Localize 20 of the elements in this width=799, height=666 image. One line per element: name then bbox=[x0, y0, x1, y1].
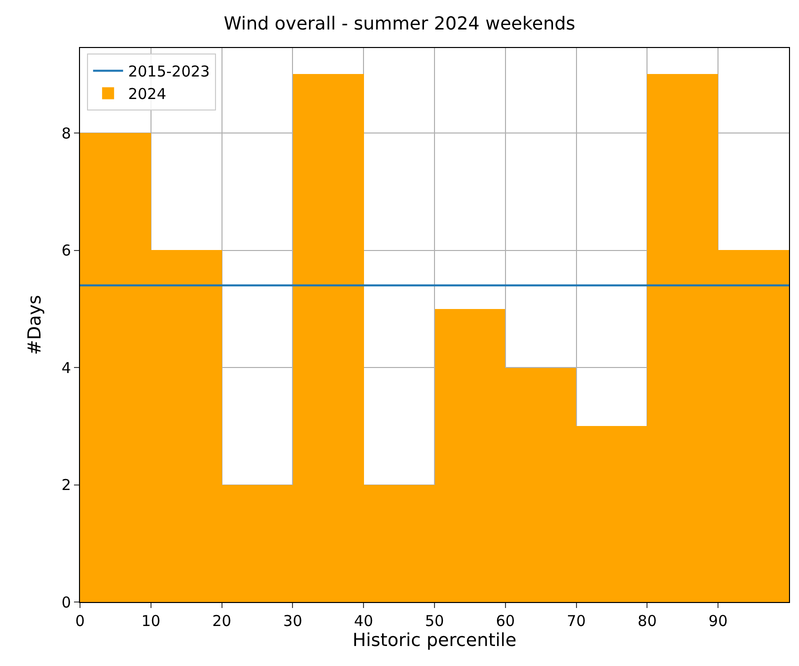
y-tick-label: 0 bbox=[61, 593, 71, 612]
legend-label: 2015-2023 bbox=[128, 62, 210, 81]
y-tick-label: 4 bbox=[61, 358, 71, 377]
x-tick-label: 40 bbox=[354, 612, 374, 630]
x-tick-label: 0 bbox=[75, 612, 85, 630]
chart-title: Wind overall - summer 2024 weekends bbox=[224, 13, 576, 34]
y-tick-label: 2 bbox=[61, 476, 71, 494]
x-tick-label: 30 bbox=[283, 612, 302, 630]
legend-label: 2024 bbox=[128, 85, 166, 104]
x-tick-label: 10 bbox=[141, 612, 160, 630]
y-tick-label: 8 bbox=[61, 124, 71, 142]
x-tick-label: 50 bbox=[424, 612, 444, 630]
x-tick-label: 60 bbox=[496, 612, 515, 630]
x-tick-label: 70 bbox=[566, 612, 586, 630]
y-axis-title: #Days bbox=[24, 294, 46, 356]
y-tick-label: 6 bbox=[61, 242, 71, 260]
x-tick-label: 20 bbox=[212, 612, 232, 630]
x-tick-label: 90 bbox=[708, 612, 728, 630]
x-tick-label: 80 bbox=[638, 612, 657, 630]
x-axis-title: Historic percentile bbox=[352, 630, 517, 652]
